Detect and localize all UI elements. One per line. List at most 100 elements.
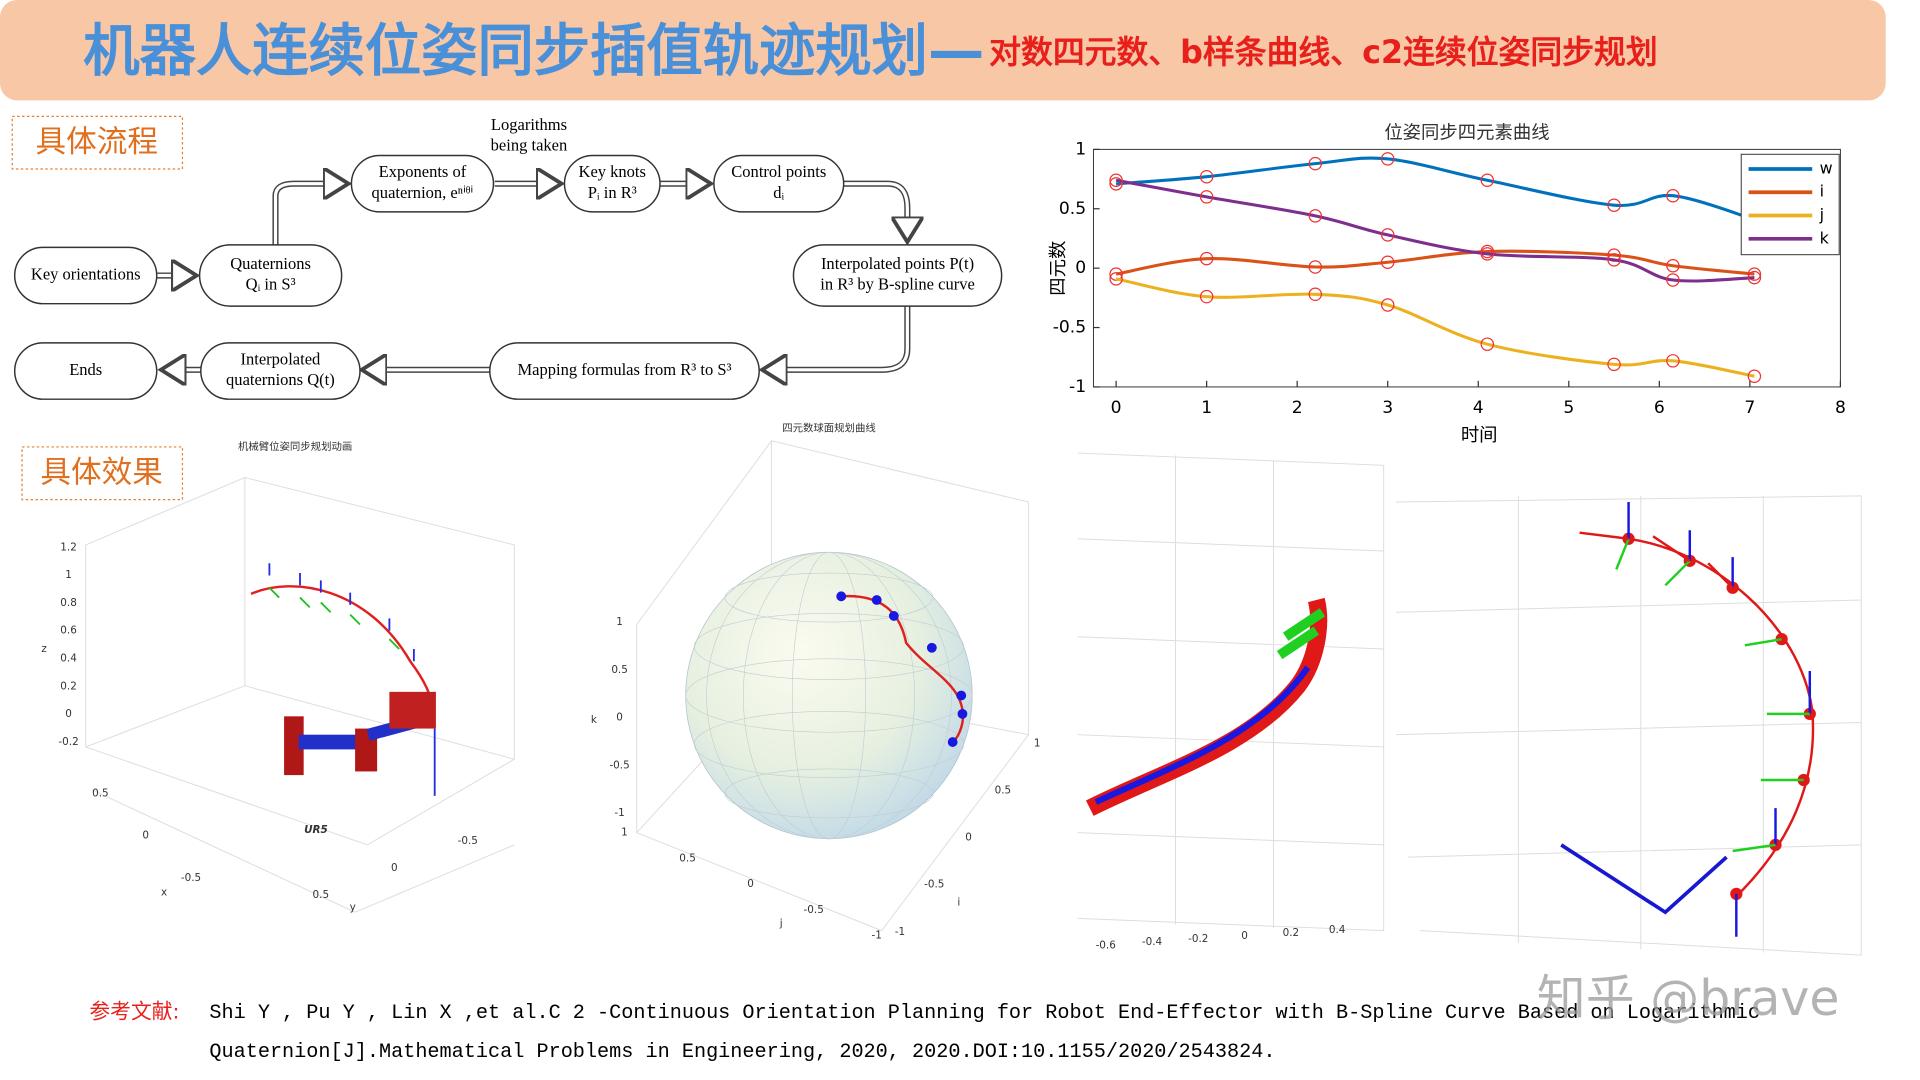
legend-label: i — [1820, 182, 1824, 201]
legend-label: w — [1820, 158, 1833, 177]
y-axis-label: 四元数 — [1048, 241, 1069, 296]
key-point — [1480, 247, 1495, 261]
y-tick-label: 0 — [1075, 258, 1086, 278]
model-label: UR5 — [304, 824, 328, 836]
tick-label: 0.5 — [995, 784, 1012, 796]
axis-name: y — [350, 901, 356, 913]
key-point — [1747, 369, 1762, 383]
key-point — [1666, 188, 1680, 203]
flow-node — [350, 154, 495, 213]
x-tick-label: 1 — [1201, 398, 1212, 418]
flow-node — [13, 246, 158, 305]
tick-label: 0 — [391, 862, 398, 874]
annotation: being taken — [491, 136, 568, 155]
chart-title: 位姿同步四元素曲线 — [1384, 122, 1549, 143]
x-tick-label: 4 — [1473, 398, 1484, 418]
axis-name: i — [957, 896, 960, 908]
flow-node — [13, 342, 158, 400]
section-label: 具体效果 — [40, 455, 162, 490]
section-box — [11, 115, 184, 170]
key-point — [1666, 273, 1680, 287]
x-tick-label: 5 — [1563, 398, 1574, 418]
key-point — [1480, 173, 1495, 188]
flow-node — [489, 342, 760, 400]
key-point — [1109, 173, 1123, 188]
flow-arrows — [156, 184, 908, 370]
key-point — [1666, 354, 1680, 368]
tick-label: -0.4 — [1142, 936, 1163, 948]
axis-name: z — [41, 643, 46, 655]
key-point — [1607, 357, 1621, 372]
key-point — [1308, 156, 1323, 171]
key-point — [1666, 259, 1680, 273]
watermark: 知乎 @brave — [1537, 970, 1840, 1027]
y-tick-label: 1 — [1075, 139, 1086, 159]
y-tick-label: -1 — [1069, 377, 1086, 397]
key-point — [1747, 270, 1762, 285]
series-line — [1115, 277, 1755, 378]
tick-label: 0.2 — [1283, 927, 1300, 939]
x-tick-label: 0 — [1111, 398, 1122, 418]
key-point — [1380, 298, 1395, 312]
reference-text: Shi Y , Pu Y , Lin X ,et al.C 2 -Continu… — [209, 1002, 1760, 1025]
node-label: Qᵢ in S³ — [246, 275, 296, 294]
tick-label: 1 — [621, 827, 628, 839]
node-label: Exponents of — [379, 162, 467, 181]
tick-label: -0.5 — [804, 904, 824, 916]
key-point — [1308, 287, 1323, 302]
reference-text: Quaternion[J].Mathematical Problems in E… — [209, 1041, 1275, 1064]
tick-label: -0.2 — [58, 736, 78, 748]
frames-panel — [1395, 495, 1862, 956]
legend-label: j — [1819, 205, 1824, 224]
tick-label: -1 — [872, 930, 882, 942]
tick-label: 1.2 — [60, 541, 77, 553]
band-panel — [1077, 452, 1385, 932]
node-label: in R³ by B-spline curve — [820, 275, 975, 294]
key-point — [1607, 253, 1621, 267]
tick-label: -1 — [614, 807, 624, 819]
node-label: Key knots — [579, 162, 646, 181]
tick-label: 1 — [1034, 737, 1041, 749]
key-point — [1199, 251, 1214, 266]
key-point — [1480, 337, 1495, 351]
tick-label: -0.6 — [1096, 939, 1116, 951]
title: 机器人连续位姿同步插值轨迹规划— — [83, 19, 984, 84]
node-label: Ends — [69, 360, 102, 379]
tick-label: 0 — [747, 878, 754, 890]
flow-node — [563, 154, 661, 213]
x-tick-label: 6 — [1654, 398, 1665, 418]
reference-label: 参考文献: — [89, 1000, 179, 1024]
node-label: Quaternions — [230, 254, 311, 273]
node-label: quaternions Q(t) — [226, 370, 335, 389]
key-point — [1607, 198, 1621, 212]
key-point — [1308, 209, 1323, 223]
tick-label: 1 — [616, 616, 623, 628]
axis-name: x — [161, 887, 167, 899]
tick-label: 0 — [65, 708, 72, 720]
key-point — [1199, 169, 1214, 184]
robot-panel — [85, 477, 515, 913]
key-point — [1380, 228, 1395, 242]
annotation: Logarithms — [491, 115, 567, 134]
panel-title: 机械臂位姿同步规划动画 — [238, 440, 352, 453]
subtitle: 对数四元数、b样条曲线、c2连续位姿同步规划 — [989, 33, 1658, 71]
x-tick-label: 3 — [1382, 398, 1393, 418]
flow-node — [713, 154, 845, 213]
series-line — [1115, 178, 1755, 283]
node-label: Pᵢ in R³ — [588, 183, 637, 202]
header-band — [0, 0, 1886, 101]
key-point — [1380, 255, 1395, 269]
node-label: Key orientations — [31, 264, 141, 283]
key-point — [1199, 289, 1214, 304]
tick-label: 0.5 — [611, 664, 628, 676]
series-line — [1115, 249, 1755, 276]
tick-label: 0.6 — [60, 625, 77, 637]
key-point — [1380, 152, 1395, 166]
header: 机器人连续位姿同步插值轨迹规划— 对数四元数、b样条曲线、c2连续位姿同步规划 — [83, 19, 1657, 84]
tick-label: 0 — [142, 830, 149, 842]
key-point — [1308, 260, 1323, 274]
tick-label: -0.5 — [458, 835, 478, 847]
tick-label: 0 — [1241, 930, 1248, 942]
